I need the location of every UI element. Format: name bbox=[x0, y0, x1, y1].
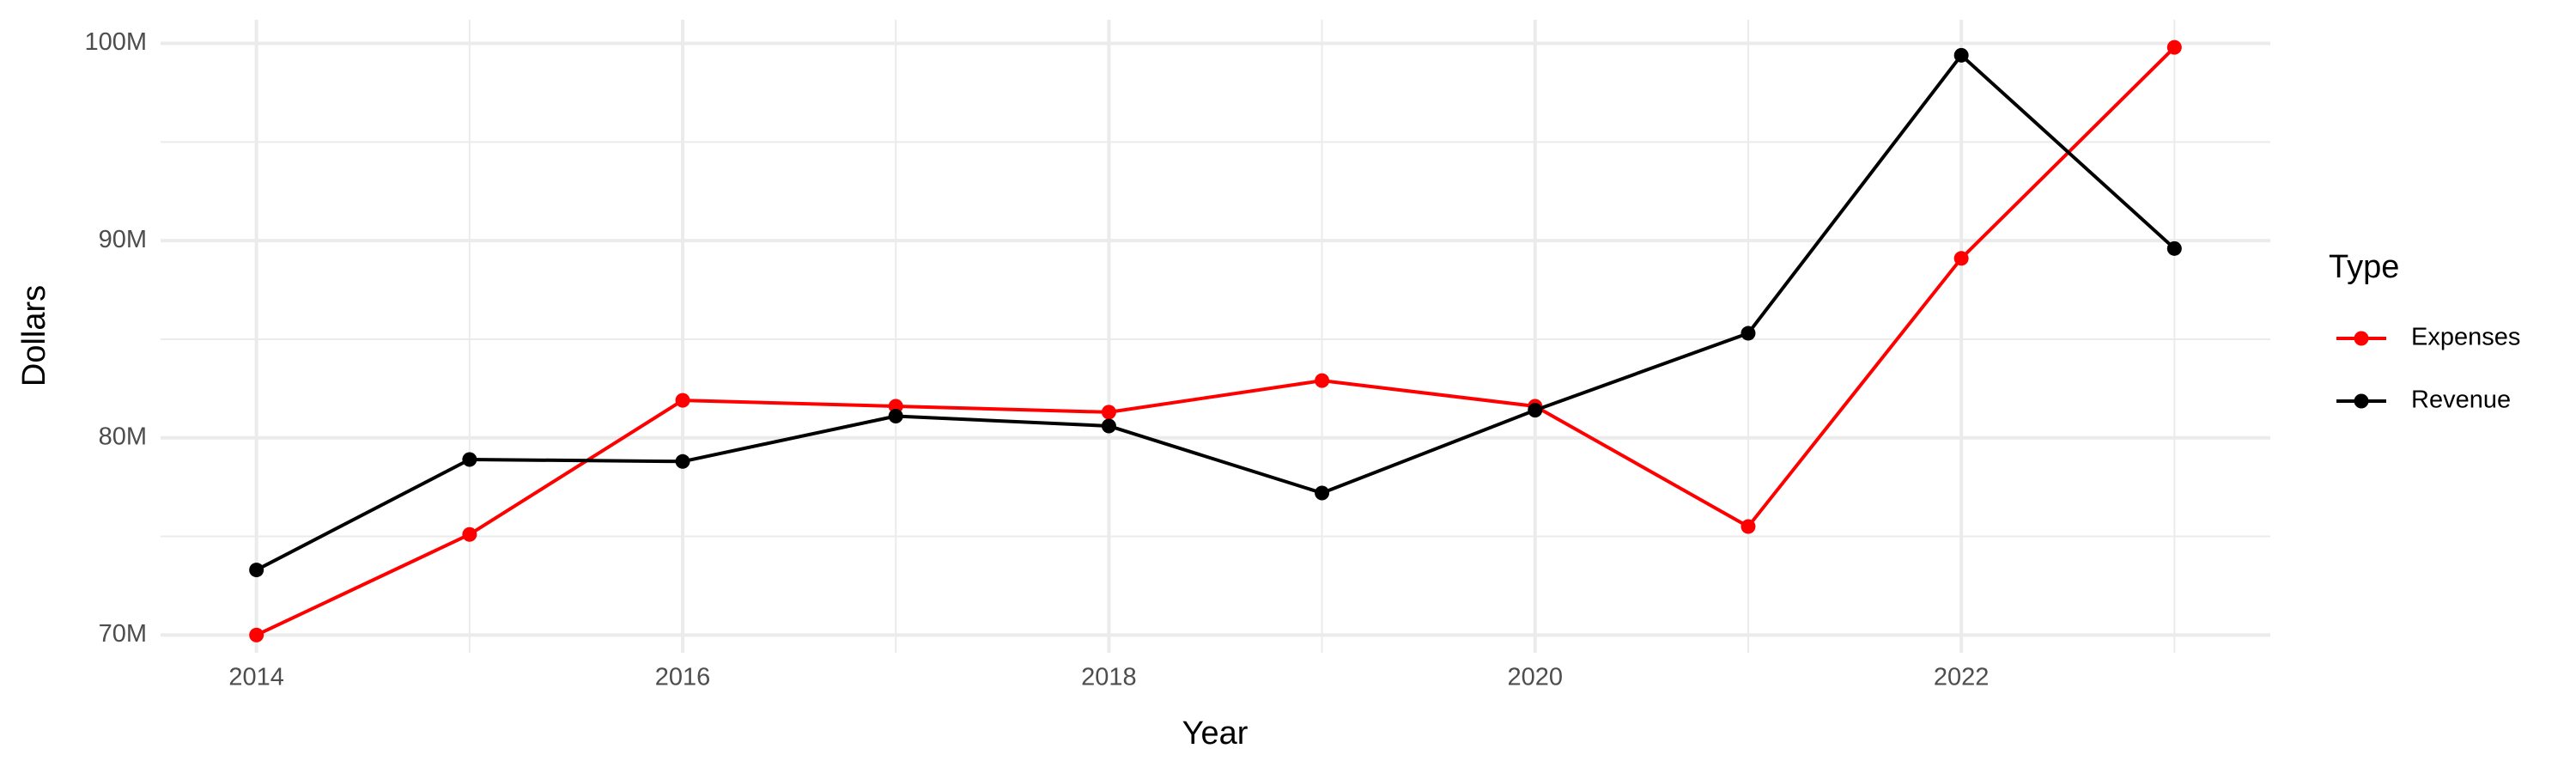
x-tick-label: 2022 bbox=[1934, 664, 1990, 691]
x-tick-label: 2020 bbox=[1508, 664, 1564, 691]
data-point bbox=[1315, 485, 1330, 501]
y-tick-label: 90M bbox=[99, 226, 147, 253]
legend-label: Revenue bbox=[2411, 386, 2511, 414]
data-point bbox=[1741, 519, 1756, 534]
minor-grid bbox=[161, 20, 2270, 653]
data-point bbox=[1101, 405, 1116, 420]
data-point bbox=[249, 627, 264, 642]
data-point bbox=[1315, 373, 1330, 388]
data-point bbox=[2166, 40, 2182, 55]
tick-labels: 2014 2016 2018 2020 2022 70M 80M 90M 100M bbox=[84, 28, 1989, 691]
y-tick-label: 80M bbox=[99, 423, 147, 450]
data-point bbox=[1741, 326, 1756, 341]
x-tick-label: 2014 bbox=[228, 664, 284, 691]
legend-label: Expenses bbox=[2411, 324, 2520, 351]
major-grid bbox=[161, 20, 2270, 653]
data-point bbox=[888, 408, 903, 423]
data-point bbox=[675, 393, 690, 408]
series-line bbox=[255, 46, 2176, 637]
data-point bbox=[1101, 418, 1116, 434]
data-point bbox=[249, 563, 264, 578]
x-tick-label: 2018 bbox=[1081, 664, 1137, 691]
data-point bbox=[2166, 240, 2182, 256]
x-axis-title: Year bbox=[1182, 715, 1249, 752]
legend-key-point bbox=[2354, 393, 2369, 409]
y-axis-title: Dollars bbox=[16, 285, 52, 386]
data-point bbox=[462, 526, 477, 542]
data-point bbox=[1953, 47, 1969, 63]
data-point bbox=[1528, 403, 1543, 418]
x-tick-label: 2016 bbox=[655, 664, 711, 691]
series-line bbox=[255, 53, 2176, 572]
series-lines bbox=[249, 40, 2182, 642]
y-tick-label: 70M bbox=[99, 620, 147, 648]
data-point bbox=[1953, 251, 1969, 266]
legend: Type Expenses Revenue bbox=[2329, 249, 2520, 414]
data-point bbox=[462, 452, 477, 467]
y-tick-label: 100M bbox=[84, 28, 147, 56]
legend-title: Type bbox=[2329, 249, 2399, 285]
legend-key-point bbox=[2354, 331, 2369, 346]
data-point bbox=[675, 453, 690, 469]
